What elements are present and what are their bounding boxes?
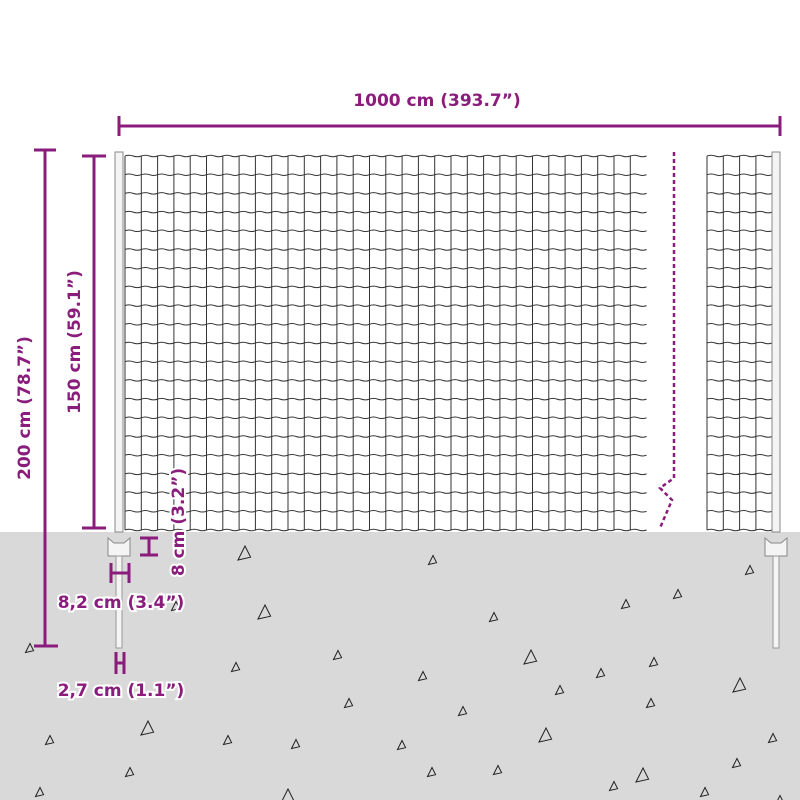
wire-grid — [124, 154, 647, 532]
fence-height-dimension: 150 cm (59.1”) — [63, 154, 106, 530]
debris-mark — [620, 598, 631, 610]
total-height-dimension: 200 cm (78.7”) — [13, 148, 58, 648]
debris-mark — [595, 667, 606, 679]
debris-mark — [170, 600, 181, 612]
debris-mark — [427, 554, 438, 566]
ground-debris — [24, 544, 783, 800]
fence-height-label: 150 cm (59.1”) — [65, 270, 85, 414]
debris-mark — [538, 726, 553, 743]
length-label: 1000 cm (393.7”) — [353, 91, 520, 111]
debris-mark — [140, 719, 155, 736]
debris-mark — [237, 544, 252, 561]
fence-mesh-main — [124, 154, 647, 532]
debris-mark — [44, 734, 55, 746]
debris-mark — [396, 739, 407, 751]
debris-mark — [343, 697, 354, 709]
foot-height-label: 8 cm (3.2”) — [169, 468, 189, 576]
debris-mark — [426, 766, 437, 778]
debris-mark — [332, 649, 343, 661]
post-width-label: 2,7 cm (1.1”) — [58, 681, 185, 701]
ground — [0, 532, 800, 800]
debris-mark — [417, 670, 428, 682]
debris-mark — [457, 705, 468, 717]
foot-width-dimension: 8,2 cm (3.4”) — [56, 563, 186, 615]
debris-mark — [732, 676, 747, 693]
debris-mark — [608, 780, 619, 792]
debris-mark — [648, 656, 659, 668]
debris-mark — [744, 564, 755, 576]
debris-mark — [281, 787, 295, 800]
wire-grid — [706, 154, 773, 532]
debris-mark — [777, 794, 783, 800]
debris-mark — [24, 642, 35, 654]
debris-mark — [523, 648, 538, 665]
debris-mark — [222, 734, 233, 746]
debris-mark — [554, 684, 565, 696]
post-right — [764, 151, 788, 649]
debris-mark — [492, 764, 503, 776]
debris-mark — [124, 766, 135, 778]
debris-mark — [488, 611, 499, 623]
debris-mark — [645, 697, 656, 709]
post-width-dimension: 2,7 cm (1.1”) — [56, 652, 186, 703]
foot-height-dimension: 8 cm (3.2”) — [140, 466, 191, 578]
fence-mesh-end — [706, 154, 773, 532]
break-line — [658, 152, 676, 529]
debris-mark — [230, 661, 241, 673]
post-left — [107, 151, 131, 649]
debris-mark — [34, 786, 45, 798]
debris-mark — [731, 757, 742, 769]
debris-mark — [635, 766, 650, 783]
debris-mark — [767, 732, 778, 744]
debris-mark — [672, 588, 683, 600]
length-dimension: 1000 cm (393.7”) — [117, 89, 782, 136]
foot-width-label: 8,2 cm (3.4”) — [58, 593, 185, 613]
debris-mark — [290, 738, 301, 750]
total-height-label: 200 cm (78.7”) — [15, 336, 35, 480]
debris-mark — [257, 603, 272, 620]
debris-mark — [699, 786, 710, 798]
